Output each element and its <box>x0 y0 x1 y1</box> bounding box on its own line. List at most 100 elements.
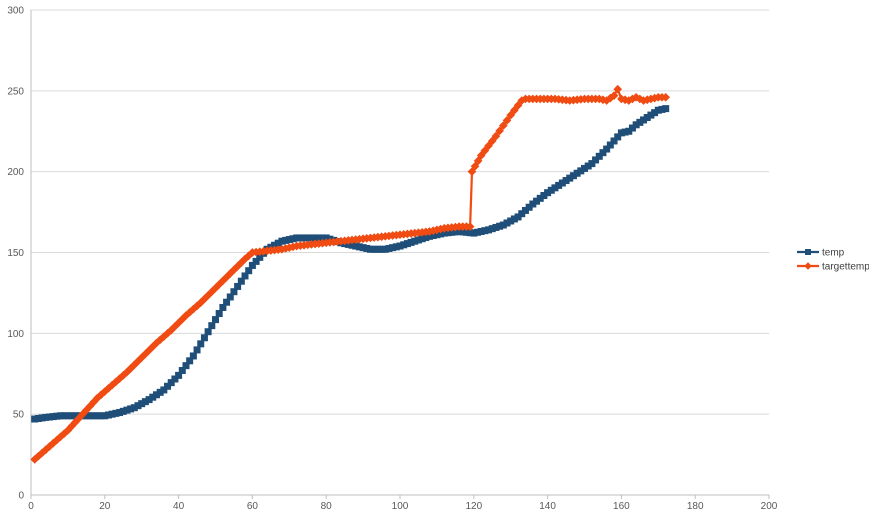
data-point <box>654 106 662 114</box>
data-point <box>42 413 50 421</box>
x-tick-label: 20 <box>99 501 111 512</box>
data-point <box>166 325 176 335</box>
data-point <box>440 229 448 237</box>
data-point <box>465 222 475 231</box>
data-point <box>521 206 529 214</box>
data-point <box>620 95 630 105</box>
data-point <box>31 415 39 423</box>
data-point <box>566 174 574 182</box>
data-point <box>67 421 76 431</box>
data-point <box>141 349 150 359</box>
data-point <box>85 401 95 411</box>
data-point <box>525 203 533 211</box>
data-point <box>385 244 393 252</box>
data-point <box>502 115 512 125</box>
data-point <box>223 298 231 306</box>
x-tick-label: 40 <box>173 501 185 512</box>
x-tick-label: 120 <box>465 501 482 512</box>
data-point <box>603 145 611 153</box>
data-point <box>101 412 109 420</box>
data-point <box>588 160 596 168</box>
data-point <box>74 413 84 423</box>
data-point <box>34 451 43 461</box>
data-point <box>540 192 548 200</box>
data-point <box>544 189 552 197</box>
data-point <box>182 362 190 370</box>
data-point <box>432 225 442 235</box>
data-point <box>34 414 42 422</box>
data-point <box>137 353 147 362</box>
data-point <box>496 222 504 230</box>
data-point <box>248 261 256 269</box>
data-point <box>71 412 79 420</box>
data-point <box>236 258 246 267</box>
data-point <box>196 298 206 307</box>
data-point <box>285 236 293 244</box>
data-point <box>640 116 648 124</box>
data-point <box>274 239 282 247</box>
y-tick-label: 100 <box>7 329 24 340</box>
data-point <box>481 227 489 235</box>
data-point <box>112 409 120 417</box>
data-point <box>451 228 459 236</box>
y-tick-label: 250 <box>7 86 24 97</box>
data-point <box>123 406 131 414</box>
data-point <box>485 226 493 234</box>
data-point <box>215 310 223 318</box>
x-tick-label: 200 <box>761 501 778 512</box>
data-point <box>396 242 404 250</box>
data-point <box>594 94 604 104</box>
data-point <box>510 215 518 223</box>
data-point <box>57 412 65 420</box>
data-point <box>282 236 290 244</box>
data-point <box>662 105 670 113</box>
data-point <box>617 129 625 137</box>
data-point <box>374 245 382 253</box>
data-point <box>555 181 563 189</box>
data-point <box>116 409 124 417</box>
data-point <box>498 121 508 130</box>
data-point <box>610 137 618 145</box>
data-point <box>514 213 522 221</box>
data-point <box>167 379 175 387</box>
data-point <box>632 121 640 129</box>
data-point <box>214 280 224 289</box>
data-point <box>300 234 308 242</box>
data-point <box>658 105 666 113</box>
data-point <box>492 223 500 231</box>
data-point <box>569 172 577 180</box>
x-tick-label: 0 <box>28 501 34 512</box>
data-point <box>403 240 411 248</box>
data-point <box>609 91 619 101</box>
data-point <box>366 245 374 253</box>
data-point <box>418 235 426 243</box>
data-point <box>244 251 254 261</box>
data-point <box>315 234 323 242</box>
y-tick-label: 200 <box>7 167 24 178</box>
data-point <box>436 224 445 234</box>
x-tick-label: 60 <box>247 501 259 512</box>
data-point <box>378 245 386 253</box>
data-point <box>448 228 456 236</box>
data-point <box>636 118 644 126</box>
data-point <box>617 94 626 104</box>
data-point <box>130 404 138 412</box>
data-point <box>477 227 485 235</box>
data-point <box>208 322 216 330</box>
data-point <box>547 186 555 194</box>
data-point <box>642 95 652 105</box>
series-layer <box>30 84 671 464</box>
data-point <box>495 126 504 136</box>
data-point <box>204 328 212 336</box>
legend-label: targettemp <box>822 262 869 273</box>
data-point <box>606 141 614 149</box>
data-point <box>459 228 467 236</box>
data-point <box>160 386 168 394</box>
data-point <box>171 375 179 383</box>
data-point <box>598 95 608 105</box>
data-point <box>278 237 286 245</box>
data-point <box>311 234 319 242</box>
data-point <box>97 412 105 420</box>
data-point <box>175 371 183 379</box>
data-point <box>661 92 671 102</box>
